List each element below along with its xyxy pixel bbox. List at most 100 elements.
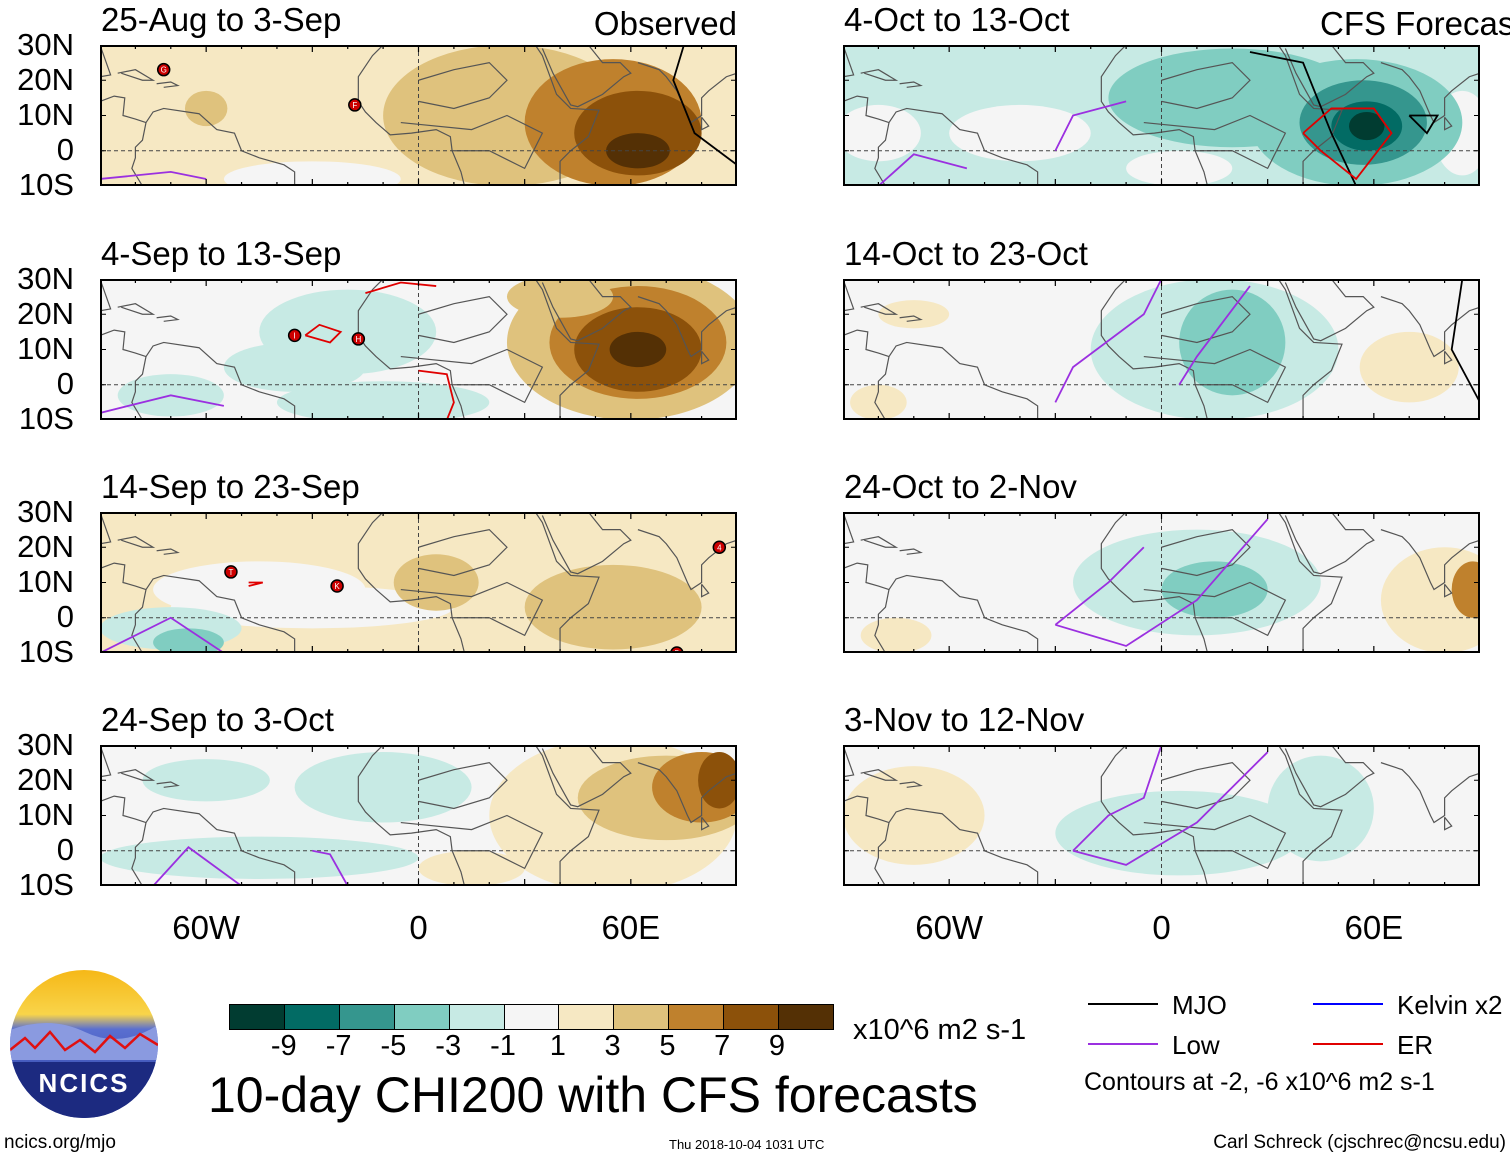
legend-label: Low <box>1172 1030 1220 1060</box>
anomaly-shading <box>1126 150 1233 186</box>
er-contour <box>304 323 343 344</box>
lat-tick-label: 20N <box>17 62 74 97</box>
coastline <box>1444 583 1453 598</box>
storm-label: 4 <box>717 543 722 552</box>
coastline <box>100 329 296 420</box>
anomaly-shading <box>609 331 667 368</box>
coastline <box>418 528 508 577</box>
colorbar-tick-label: -9 <box>270 1030 297 1062</box>
colorbar <box>229 1004 834 1030</box>
low-contour <box>1072 745 1163 852</box>
coastline <box>860 536 899 548</box>
coastline <box>1143 581 1287 637</box>
low-contour <box>1178 285 1251 386</box>
coastline <box>1161 295 1251 344</box>
lon-tick-label: 0 <box>409 909 428 946</box>
anomaly-shading <box>949 104 1091 162</box>
coastline <box>534 45 600 186</box>
legend-line-low <box>1088 1043 1158 1045</box>
coastline <box>1277 279 1343 420</box>
coastline <box>701 350 710 365</box>
legend-label: MJO <box>1172 990 1227 1020</box>
anomaly-shading <box>294 752 472 823</box>
coastline <box>541 279 632 342</box>
coastline <box>1380 529 1480 591</box>
coastline <box>1143 814 1287 870</box>
colorbar-swatch <box>779 1005 833 1029</box>
coastline <box>637 762 737 824</box>
map-panel <box>843 279 1480 420</box>
anomaly-shading <box>506 279 614 318</box>
colorbar-swatch <box>504 1005 560 1029</box>
colorbar-tick-label: 3 <box>604 1030 621 1062</box>
coastline <box>100 279 112 312</box>
coastline <box>1444 816 1453 831</box>
panel-title: 24-Oct to 2-Nov <box>844 468 1077 505</box>
coastline <box>400 348 544 404</box>
storm-label: F <box>352 101 357 110</box>
colorbar-swatch <box>230 1005 285 1029</box>
colorbar-units: x10^6 m2 s-1 <box>853 1014 1027 1046</box>
logo-text: NCICS <box>38 1068 130 1098</box>
colorbar-swatch <box>614 1005 670 1029</box>
anomaly-shading <box>843 766 985 865</box>
coastline <box>1161 761 1251 810</box>
lat-tick-label: 10N <box>17 564 74 599</box>
lat-tick-label: 30N <box>17 727 74 762</box>
map-panel: GF <box>100 45 737 186</box>
coastline <box>400 581 544 637</box>
er-contour <box>418 369 455 420</box>
er-contour <box>365 281 437 294</box>
column-label: CFS Forecast <box>1320 5 1510 42</box>
figure-title: 10-day CHI200 with CFS forecasts <box>208 1067 978 1123</box>
coastline <box>117 303 156 315</box>
map-panel <box>843 745 1480 886</box>
lat-tick-label: 20N <box>17 762 74 797</box>
contours-note: Contours at -2, -6 x10^6 m2 s-1 <box>1084 1068 1435 1096</box>
coastline <box>1161 528 1251 577</box>
lat-tick-label: 20N <box>17 529 74 564</box>
coastline <box>534 745 600 886</box>
legend-line-er <box>1313 1043 1383 1045</box>
footer-timestamp: Thu 2018-10-04 1031 UTC <box>669 1137 825 1152</box>
colorbar-tick-label: 1 <box>549 1030 566 1062</box>
colorbar-tick-label: 5 <box>659 1030 676 1062</box>
low-contour <box>100 616 225 653</box>
anomaly-shading <box>1179 289 1286 396</box>
coastline <box>701 116 710 131</box>
footer-url[interactable]: ncics.org/mjo <box>4 1132 116 1153</box>
coastline <box>860 303 899 315</box>
anomaly-shading <box>142 759 270 802</box>
coastline <box>899 315 923 322</box>
low-contour <box>152 846 243 886</box>
storm-label: G <box>161 66 167 75</box>
coastline <box>117 69 156 81</box>
coastline <box>100 512 112 545</box>
coastline <box>899 81 923 88</box>
colorbar-swatch <box>394 1005 450 1029</box>
footer-author: Carl Schreck (cjschrec@ncsu.edu) <box>1213 1132 1506 1153</box>
anomaly-shading <box>850 384 907 420</box>
panel-title: 14-Oct to 23-Oct <box>844 235 1088 272</box>
panel-title: 25-Aug to 3-Sep <box>101 1 342 38</box>
coastline <box>400 814 544 870</box>
coastline <box>860 69 899 81</box>
coastline <box>874 822 890 886</box>
storm-marker: I <box>287 328 302 343</box>
coastline <box>637 529 737 591</box>
legend-label: Kelvin x2 <box>1397 990 1503 1020</box>
storm-marker: 4 <box>712 540 727 554</box>
colorbar-swatch <box>559 1005 615 1029</box>
storm-marker: G <box>156 62 171 77</box>
coastline <box>100 95 296 186</box>
coastline <box>843 45 855 78</box>
anomaly-shading <box>184 90 228 127</box>
coastline <box>701 816 710 831</box>
coastline <box>534 279 600 420</box>
anomaly-shading <box>1451 561 1480 618</box>
storm-marker: T <box>224 565 238 579</box>
lon-tick-label: 60E <box>601 909 661 946</box>
lat-tick-label: 10S <box>18 167 74 202</box>
lon-tick-label: 60W <box>915 909 984 946</box>
